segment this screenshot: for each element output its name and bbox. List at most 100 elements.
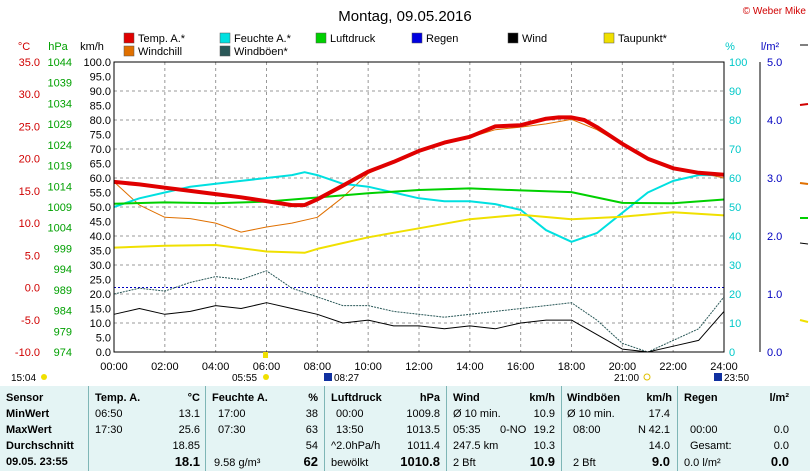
legend-swatch [603,32,615,44]
credit-label: © Weber Mike [743,6,807,17]
moonset-icon [714,373,722,381]
legend-swatch [507,32,519,44]
sunset-icon [643,373,651,381]
wind-max-dir: 0-NO [500,424,527,436]
temp-tick-label: 25.0 [19,121,40,133]
kmh-tick-label: 80.0 [90,115,111,127]
kmh-tick-label: 60.0 [90,173,111,185]
x-tick-label: 24:00 [710,361,738,373]
temp-max-time: 17:30 [95,424,123,436]
kmh-tick-label: 90.0 [90,86,111,98]
hpa-axis-unit: hPa [48,41,68,53]
hum-max: 63 [305,424,318,436]
sunrise-label: 05:55 [232,373,257,384]
x-tick-label: 04:00 [202,361,230,373]
wind-max-time: 05:35 [453,424,481,436]
plot-frame [113,61,725,353]
kmh-tick-label: 95.0 [90,72,111,84]
temp-avg: 18.85 [172,440,200,452]
now-row-label: 09.05. 23:55 [6,456,68,468]
rain-tick-label: 1.0 [767,289,782,301]
kmh-tick-label: 25.0 [90,275,111,287]
hum-min-time: 17:00 [218,408,246,420]
series-line-taupunkt [113,211,725,254]
sensor-header: Sensor [6,392,44,404]
legend-swatch [123,32,135,44]
gust-avg: 14.0 [648,440,670,452]
press-min-time: 00:00 [336,408,364,420]
gust-max-time: 08:00 [573,424,601,436]
kmh-tick-label: 45.0 [90,217,111,229]
wind-avg10: 10.9 [533,408,555,420]
press-header: Luftdruck [331,392,382,404]
kmh-tick-label: 0.0 [96,347,111,359]
rain-total-label: Gesamt: [690,440,732,452]
kmh-tick-label: 35.0 [90,246,111,258]
min-row-label: MinWert [6,408,50,420]
legend-swatch [219,32,231,44]
wind-now-note: 2 Bft [453,457,476,469]
hum-now: 62 [303,454,318,469]
hum-now-note: 9.58 g/m³ [214,457,261,469]
moonset-label: 23:50 [724,373,749,384]
edge-markers [799,44,809,323]
rain-tick-label: 0.0 [767,347,782,359]
pct-tick-label: 70 [729,144,741,156]
temp-now: 18.1 [174,454,200,469]
sunrise-icon [263,374,269,380]
avg-row-label: Durchschnitt [6,440,74,452]
legend-swatch [123,45,135,57]
x-tick-label: 12:00 [405,361,433,373]
wind-unit: km/h [529,392,555,404]
wind-distance: 247.5 km [453,440,499,452]
temp-tick-label: 35.0 [19,57,40,69]
legend-label: Windböen* [234,46,289,58]
col-divider [561,386,562,471]
col-divider [324,386,325,471]
temp-tick-label: 30.0 [19,89,40,101]
x-tick-label: 16:00 [507,361,535,373]
hum-unit: % [308,392,318,404]
hpa-tick-label: 1019 [48,161,72,173]
pct-axis-unit: % [725,41,735,53]
stats-table: Sensor MinWert MaxWert Durchschnitt 09.0… [0,386,810,471]
press-min: 1009.8 [406,408,440,420]
pct-tick-label: 30 [729,260,741,272]
rain-axis-unit: l/m² [761,41,780,53]
series-line-wind [113,302,725,353]
gust-avg10: 17.4 [648,408,670,420]
x-tick-label: 06:00 [253,361,281,373]
temp-tick-label: 10.0 [19,218,40,230]
x-tick-label: 00:00 [100,361,128,373]
temp-header: Temp. A. [95,392,141,404]
chart-title: Montag, 09.05.2016 [338,8,471,25]
legend: Temp. A.* Feuchte A.* Luftdruck Regen Wind Ta… [123,32,668,58]
pct-tick-label: 0 [729,347,735,359]
hum-avg: 54 [305,440,318,452]
gust-now: 9.0 [651,454,670,469]
pct-tick-label: 40 [729,231,741,243]
temp-tick-label: 5.0 [25,250,40,262]
hpa-tick-label: 999 [54,243,72,255]
pct-tick-label: 10 [729,318,741,330]
col-divider [446,386,447,471]
moonrise-label: 08:27 [334,373,359,384]
weather-chart: Montag, 09.05.2016 © Weber Mike Temp. A.… [11,6,809,384]
wind-avg10-label: Ø 10 min. [453,408,501,420]
hpa-tick-label: 1009 [48,202,72,214]
left-time-label: 15:04 [11,373,36,384]
temp-tick-label: 0.0 [25,283,40,295]
gust-header: Windböen [567,392,621,404]
kmh-tick-label: 15.0 [90,304,111,316]
press-avg: 1011.4 [407,440,440,452]
hpa-tick-label: 1029 [48,119,72,131]
x-tick-label: 02:00 [151,361,179,373]
kmh-tick-label: 65.0 [90,159,111,171]
gust-now-note: 2 Bft [573,457,596,469]
hpa-tick-label: 1024 [48,140,72,152]
hpa-tick-label: 989 [54,285,72,297]
rain-now-note: 0.0 l/m² [684,457,721,469]
legend-label: Temp. A.* [138,33,186,45]
press-now: 1010.8 [400,454,440,469]
pct-tick-label: 90 [729,86,741,98]
